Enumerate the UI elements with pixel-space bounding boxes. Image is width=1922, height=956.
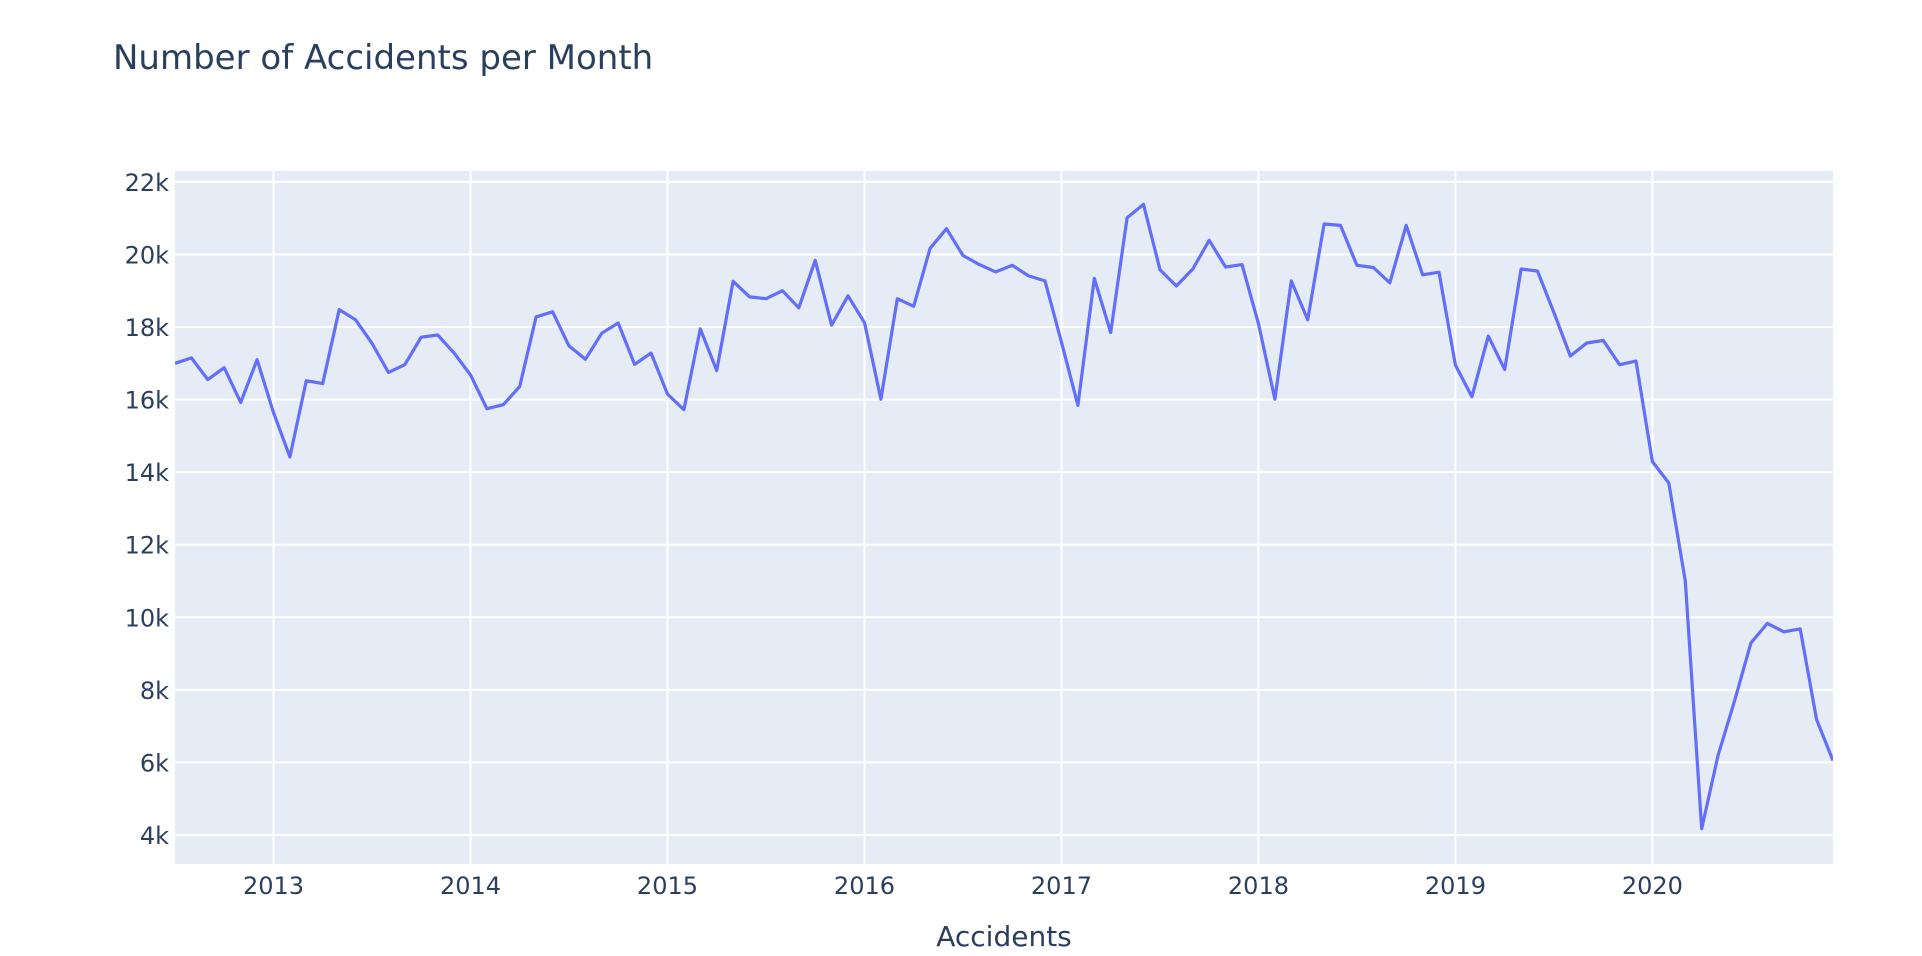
plot-area [175, 171, 1833, 864]
x-gridlines [272, 171, 1654, 864]
x-tick-label: 2016 [834, 872, 895, 900]
x-tick-label: 2015 [637, 872, 698, 900]
y-tick-label: 12k [125, 532, 170, 560]
x-tick-label: 2018 [1228, 872, 1289, 900]
x-axis-ticks: 2013 2014 2015 2016 2017 2018 2019 2020 [243, 872, 1683, 900]
y-tick-label: 16k [125, 387, 170, 415]
series-line [175, 202, 1833, 831]
x-tick-label: 2017 [1031, 872, 1092, 900]
y-tick-label: 20k [125, 241, 170, 269]
x-tick-label: 2014 [440, 872, 501, 900]
x-tick-label: 2020 [1622, 872, 1683, 900]
y-axis-ticks: 4k 6k 8k 10k 12k 14k 16k 18k 20k 22k [125, 169, 170, 850]
y-tick-label: 6k [140, 749, 169, 777]
y-tick-label: 14k [125, 459, 170, 487]
x-tick-label: 2019 [1425, 872, 1486, 900]
x-tick-label: 2013 [243, 872, 304, 900]
y-tick-label: 4k [140, 822, 169, 850]
y-gridlines [175, 180, 1833, 836]
y-tick-label: 22k [125, 169, 170, 197]
y-tick-label: 10k [125, 604, 170, 632]
y-tick-label: 18k [125, 314, 170, 342]
x-axis-title: Accidents [936, 920, 1072, 953]
chart-title: Number of Accidents per Month [113, 38, 654, 78]
y-tick-label: 8k [140, 677, 169, 705]
